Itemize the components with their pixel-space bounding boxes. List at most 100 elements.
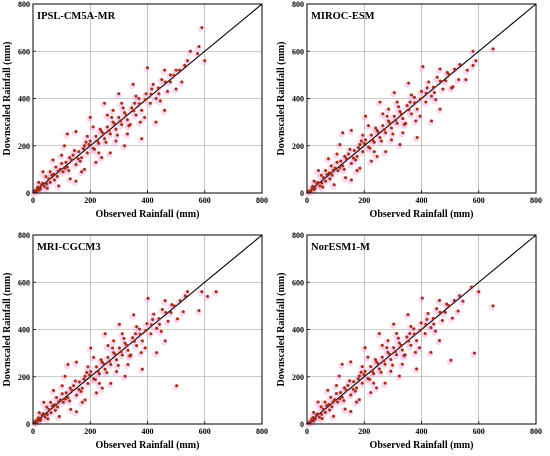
data-point: [397, 374, 402, 378]
data-point: [107, 128, 111, 132]
data-point: [111, 108, 115, 112]
data-point: [125, 118, 130, 122]
data-point: [137, 96, 141, 101]
data-point: [102, 362, 106, 366]
data-point: [368, 146, 372, 150]
data-point: [417, 346, 422, 350]
data-point: [358, 166, 362, 170]
data-point: [63, 166, 67, 170]
data-point: [327, 171, 331, 175]
y-tick-label: 800: [292, 0, 304, 9]
data-point: [389, 126, 393, 130]
data-point: [74, 163, 78, 167]
x-tick-label: 0: [31, 427, 35, 436]
data-point: [77, 387, 81, 392]
data-point: [140, 367, 144, 371]
x-tick-label: 200: [358, 196, 370, 205]
data-point: [125, 344, 129, 348]
data-point: [438, 79, 442, 83]
data-point: [100, 386, 104, 390]
data-point: [135, 344, 139, 348]
data-point: [117, 322, 121, 326]
data-point: [341, 164, 345, 168]
data-point: [117, 346, 121, 350]
data-point: [174, 68, 178, 72]
data-point: [97, 381, 101, 385]
data-point: [146, 296, 150, 300]
data-point: [377, 367, 381, 371]
data-point: [92, 355, 96, 359]
data-point: [399, 343, 403, 347]
data-point: [471, 63, 475, 67]
data-point: [471, 49, 475, 53]
data-point: [43, 415, 47, 419]
data-point: [149, 323, 154, 327]
data-point: [326, 388, 330, 392]
data-point: [125, 132, 130, 136]
data-point: [96, 139, 100, 143]
y-tick-label: 0: [300, 420, 304, 429]
data-point: [206, 294, 210, 298]
data-point: [383, 381, 387, 385]
data-point: [68, 386, 72, 390]
y-axis-label: Downscaled Rainfall (mm): [2, 42, 13, 156]
data-point: [437, 339, 442, 343]
data-point: [447, 72, 451, 76]
data-point: [418, 328, 422, 332]
data-point: [165, 89, 170, 93]
data-point: [131, 336, 135, 340]
data-point: [355, 154, 359, 158]
data-point: [321, 407, 325, 411]
data-point: [83, 374, 87, 378]
data-point: [334, 391, 339, 396]
data-point: [130, 106, 134, 110]
data-point: [491, 304, 495, 308]
data-point: [127, 124, 131, 128]
reference-line-1to1: [306, 234, 537, 425]
y-tick-label: 0: [300, 189, 304, 198]
data-point: [470, 285, 474, 289]
y-tick-label: 400: [18, 95, 30, 104]
data-point: [349, 393, 353, 397]
x-tick-label: 800: [530, 427, 542, 436]
data-point: [56, 169, 60, 173]
data-point: [388, 121, 392, 125]
data-point: [99, 358, 103, 362]
data-point: [115, 370, 119, 374]
y-tick-label: 200: [18, 373, 30, 382]
y-tick-label: 0: [26, 420, 30, 429]
data-point: [174, 87, 178, 91]
data-point: [82, 167, 87, 171]
data-point: [120, 353, 124, 357]
data-point: [120, 101, 124, 105]
data-point: [366, 355, 370, 359]
data-point: [409, 324, 413, 328]
data-point: [438, 310, 442, 314]
data-point: [433, 329, 438, 333]
data-point: [401, 117, 405, 121]
data-point: [332, 183, 336, 187]
data-point: [395, 100, 399, 104]
data-point: [429, 326, 433, 330]
data-point: [323, 400, 327, 404]
data-point: [123, 111, 127, 115]
data-point: [57, 184, 61, 188]
data-point: [321, 185, 325, 189]
data-point: [427, 80, 431, 84]
reference-line-1to1: [32, 234, 263, 425]
data-point: [330, 405, 334, 409]
data-point: [384, 131, 388, 135]
data-point: [375, 128, 379, 132]
data-point: [402, 354, 406, 358]
data-point: [424, 322, 428, 327]
data-point: [346, 152, 351, 156]
data-point: [438, 67, 442, 71]
data-point: [429, 350, 433, 354]
data-point: [197, 309, 201, 313]
data-point: [372, 140, 376, 144]
data-point: [155, 351, 159, 355]
data-point: [134, 94, 138, 98]
y-tick-label: 400: [18, 326, 30, 335]
data-point: [374, 126, 378, 130]
data-point: [38, 187, 42, 191]
